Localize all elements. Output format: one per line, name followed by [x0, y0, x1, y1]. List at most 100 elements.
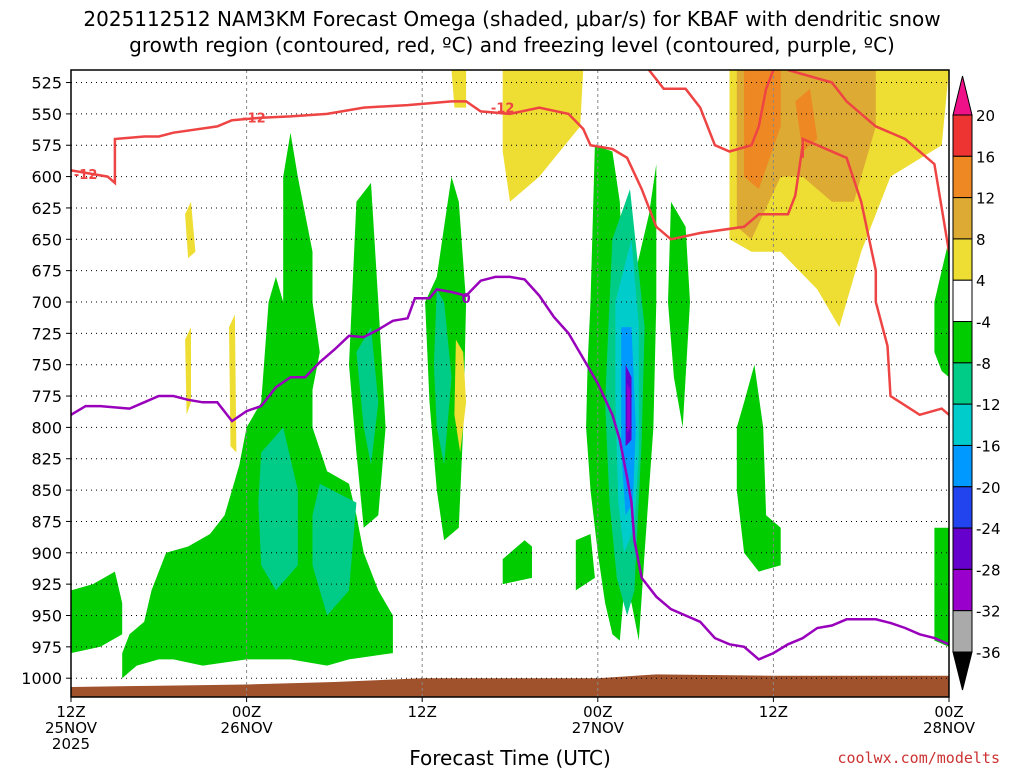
ytick-label-525: 525 — [31, 74, 62, 93]
contour-label-1: -12 — [242, 112, 266, 127]
ytick-label-900: 900 — [31, 544, 62, 563]
colorbar-box-2 — [952, 197, 973, 240]
colorbar-label-7: -12 — [976, 396, 1001, 414]
contour-lines — [71, 70, 949, 661]
omega-region-column-h59 — [934, 239, 949, 378]
chart-title-line-1: 2025112512 NAM3KM Forecast Omega (shaded… — [83, 7, 940, 31]
terrain-fill — [71, 674, 949, 697]
plot-frame — [70, 69, 950, 698]
omega-region-core-h17 — [312, 483, 357, 616]
colorbar-top-triangle — [952, 75, 973, 116]
omega-region-core-h12 — [258, 427, 298, 591]
ytick-label-875: 875 — [31, 512, 62, 531]
omega-region-descent-h8-low — [185, 327, 191, 415]
omega-region-descent-h27 — [451, 70, 467, 108]
ytick-label-775: 775 — [31, 387, 62, 406]
colorbar-label-6: -8 — [976, 355, 991, 373]
colorbar-label-0: 20 — [976, 107, 995, 125]
omega-region-descent-h26 — [454, 339, 467, 453]
colorbar-label-9: -20 — [976, 479, 1001, 497]
ytick-label-550: 550 — [31, 105, 62, 124]
ytick-label-925: 925 — [31, 575, 62, 594]
xtick-label-60-1: 28NOV — [923, 719, 976, 737]
ytick-label-975: 975 — [31, 638, 62, 657]
colorbar-box-9 — [952, 486, 973, 529]
colorbar-label-8: -16 — [976, 437, 1001, 455]
colorbar-legend: 20 16 12 8 4 -4 -8 -12 -16 -20 -24 -28 -32 -36 — [952, 75, 1001, 691]
ytick-label-700: 700 — [31, 293, 62, 312]
xtick-label-0-2: 2025 — [52, 735, 90, 753]
colorbar-box-8 — [952, 444, 973, 488]
colorbar-label-11: -28 — [976, 561, 1001, 579]
ytick-label-675: 675 — [31, 262, 62, 281]
omega-region-descent-h8 — [185, 201, 196, 259]
contour-label-2: -12 — [491, 102, 515, 117]
colorbar-box-10 — [952, 527, 973, 570]
omega-region-column-h59-low — [934, 527, 949, 647]
colorbar-box-1 — [952, 155, 973, 199]
omega-region-column-h30 — [502, 540, 532, 585]
colorbar-box-11 — [952, 568, 973, 612]
freezing-level-contour — [71, 275, 949, 661]
omega-region-descent-h46 — [744, 70, 781, 190]
omega-region-descent-h49 — [795, 88, 818, 152]
colorbar-box-0 — [952, 114, 973, 157]
colorbar-box-7 — [952, 403, 973, 446]
ytick-label-1000: 1000 — [21, 669, 62, 688]
contour-labels: -12 -12 -12 0 — [74, 102, 515, 308]
ytick-label-825: 825 — [31, 450, 62, 469]
colorbar-box-12 — [952, 610, 973, 653]
omega-region-column-pre-h0 — [71, 571, 123, 654]
colorbar-box-4 — [952, 279, 973, 323]
xtick-label-12-1: 26NOV — [221, 719, 274, 737]
colorbar-label-13: -36 — [976, 644, 1001, 662]
dgz-minus12-upper2-contour — [787, 70, 949, 253]
credit-text: coolwx.com/modelts — [837, 749, 1000, 767]
contour-label-3: 0 — [462, 292, 471, 307]
colorbar-box-6 — [952, 362, 973, 405]
colorbar-bottom-triangle — [952, 651, 973, 691]
xtick-label-12-0: 00Z — [232, 703, 261, 721]
dgz-minus12-contour — [71, 100, 949, 417]
xtick-label-48-0: 12Z — [759, 703, 788, 721]
omega-region-column-h46 — [736, 364, 781, 572]
ytick-label-950: 950 — [31, 606, 62, 625]
ytick-label-575: 575 — [31, 136, 62, 155]
ytick-label-800: 800 — [31, 418, 62, 437]
colorbar-label-2: 12 — [976, 190, 995, 208]
dgz-minus12-upper-contour — [648, 70, 775, 153]
omega-region-core-h20 — [356, 327, 379, 465]
xtick-label-0-0: 12Z — [56, 703, 85, 721]
ytick-label-650: 650 — [31, 230, 62, 249]
omega-region-column-h34 — [575, 534, 595, 591]
colorbar-box-5 — [952, 321, 973, 364]
colorbar-label-5: -4 — [976, 314, 991, 332]
xtick-label-36-0: 00Z — [583, 703, 612, 721]
terrain-surface — [71, 674, 949, 697]
colorbar-label-4: 4 — [976, 272, 986, 290]
x-axis-label: Forecast Time (UTC) — [409, 746, 611, 768]
xtick-label-60-0: 00Z — [934, 703, 963, 721]
colorbar-box-3 — [952, 238, 973, 281]
ytick-label-750: 750 — [31, 356, 62, 375]
omega-region-column-h14 — [286, 164, 295, 246]
xtick-label-36-1: 27NOV — [572, 719, 625, 737]
plot-area: -12 -12 -12 0 525 550 575 600 625 650 675 700 725 75… — [21, 69, 976, 753]
ytick-label-850: 850 — [31, 481, 62, 500]
gridlines — [71, 70, 949, 697]
ytick-label-725: 725 — [31, 324, 62, 343]
ytick-label-625: 625 — [31, 199, 62, 218]
xtick-label-24-0: 12Z — [408, 703, 437, 721]
colorbar-label-10: -24 — [976, 520, 1001, 538]
colorbar-label-12: -32 — [976, 603, 1001, 621]
chart-title-line-2: growth region (contoured, red, ºC) and f… — [129, 33, 895, 57]
omega-region-descent-h30 — [502, 70, 584, 202]
ytick-label-600: 600 — [31, 168, 62, 187]
xtick-label-0-1: 25NOV — [45, 719, 98, 737]
contour-label-0: -12 — [74, 168, 98, 183]
omega-region-column-h41 — [668, 201, 690, 428]
y-axis-ticks: 525 550 575 600 625 650 675 700 725 750 775 800 825 8… — [21, 74, 71, 688]
omega-region-core-h25 — [433, 289, 452, 465]
colorbar-label-1: 16 — [976, 148, 995, 166]
